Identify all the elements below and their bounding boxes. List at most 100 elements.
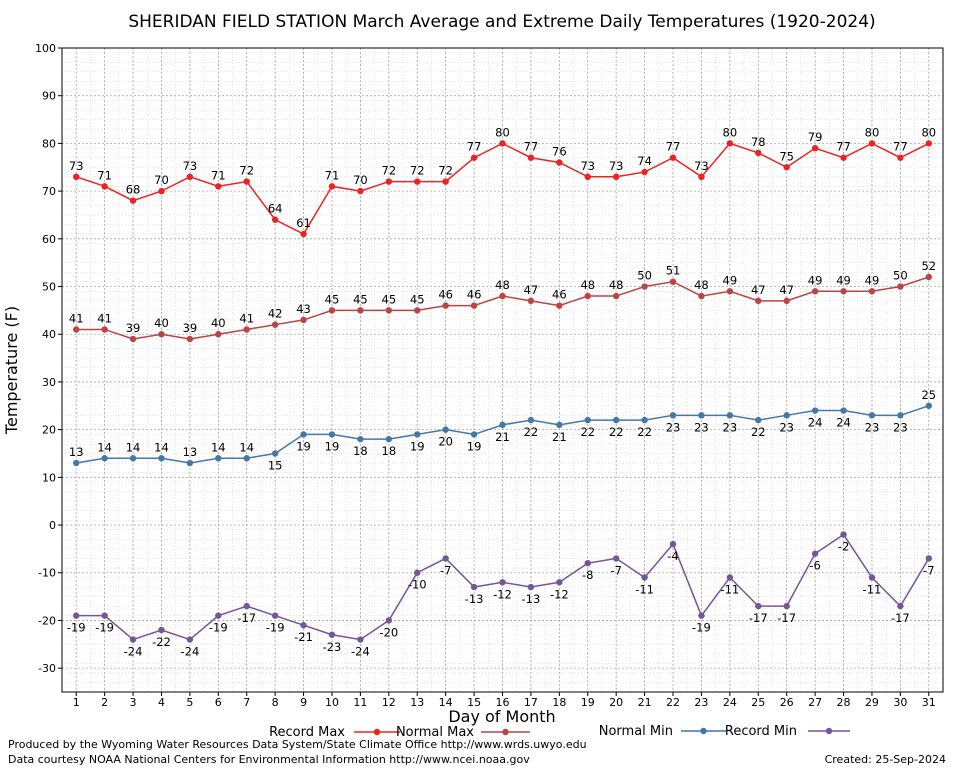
data-label: 22	[637, 425, 652, 439]
data-point	[186, 459, 194, 467]
data-label: 47	[751, 283, 766, 297]
data-point	[243, 602, 250, 610]
data-label: 39	[126, 321, 141, 335]
data-point	[414, 431, 421, 438]
data-point	[925, 140, 932, 147]
data-point	[385, 617, 393, 624]
data-label: 80	[921, 125, 936, 139]
x-axis-label: Day of Month	[448, 707, 555, 726]
data-label: 23	[666, 420, 681, 434]
y-axis-label: Temperature (F)	[2, 306, 21, 435]
data-label: -11	[720, 583, 739, 597]
data-label: 23	[865, 420, 880, 434]
data-label: 39	[183, 321, 198, 335]
data-label: 73	[183, 159, 198, 173]
data-label: -12	[550, 587, 569, 601]
x-tick-label: 8	[272, 696, 279, 709]
data-point	[186, 173, 194, 180]
data-label: 22	[609, 425, 624, 439]
data-label: 23	[893, 420, 908, 434]
data-label: 23	[694, 420, 709, 434]
y-tick-label: 60	[42, 233, 56, 246]
data-label: 61	[296, 216, 311, 230]
data-point	[925, 402, 932, 409]
x-tick-label: 22	[666, 696, 680, 709]
data-label: -12	[493, 587, 512, 601]
data-label: 21	[495, 430, 510, 444]
data-label: 14	[211, 440, 226, 454]
x-tick-label: 14	[439, 696, 453, 709]
data-label: 73	[609, 159, 624, 173]
footer-data-courtesy: Data courtesy NOAA National Centers for …	[8, 753, 530, 766]
data-point	[186, 335, 194, 343]
data-point	[215, 331, 222, 338]
data-point	[783, 297, 790, 305]
data-point	[726, 140, 734, 147]
data-label: 14	[154, 440, 169, 454]
data-point	[101, 183, 108, 190]
data-point	[783, 602, 790, 610]
legend-swatch-marker	[825, 727, 833, 735]
data-point	[641, 283, 648, 290]
data-point	[584, 292, 591, 300]
data-label: 18	[353, 444, 368, 458]
data-point	[556, 579, 563, 586]
data-label: 48	[495, 278, 510, 292]
data-point	[527, 297, 535, 305]
data-label: 73	[580, 159, 595, 173]
data-label: 40	[211, 316, 226, 330]
data-point	[868, 412, 876, 419]
x-tick-label: 4	[158, 696, 165, 709]
data-label: 43	[296, 302, 311, 316]
data-point	[811, 407, 819, 414]
data-point	[755, 416, 762, 424]
data-point	[158, 187, 165, 195]
data-label: -24	[351, 645, 370, 659]
data-label: -19	[266, 621, 285, 635]
data-point	[726, 574, 734, 581]
x-tick-label: 11	[353, 696, 367, 709]
data-point	[811, 288, 819, 295]
data-point	[158, 331, 165, 338]
data-point	[698, 412, 705, 419]
x-tick-label: 28	[837, 696, 851, 709]
data-point	[897, 412, 904, 419]
data-label: 75	[779, 149, 794, 163]
y-tick-label: -20	[38, 614, 56, 627]
data-label: 77	[836, 140, 851, 154]
y-tick-label: 20	[42, 424, 56, 437]
legend-swatch-marker	[502, 728, 509, 736]
data-label: -17	[777, 611, 796, 625]
y-tick-label: 90	[42, 90, 56, 103]
data-point	[73, 612, 80, 619]
data-point	[442, 178, 449, 185]
x-tick-label: 1	[73, 696, 80, 709]
data-point	[811, 550, 819, 557]
data-label: 47	[779, 283, 794, 297]
data-point	[641, 416, 648, 424]
data-point	[925, 273, 932, 281]
data-label: 23	[779, 420, 794, 434]
data-label: -17	[749, 611, 768, 625]
data-label: 80	[723, 125, 738, 139]
legend-label: Record Max	[269, 725, 345, 740]
x-tick-label: 27	[808, 696, 822, 709]
data-point	[215, 612, 222, 619]
data-label: 13	[183, 445, 198, 459]
x-tick-label: 5	[186, 696, 193, 709]
data-point	[442, 302, 449, 309]
data-point	[612, 292, 620, 300]
data-label: 52	[921, 259, 936, 273]
y-tick-label: 30	[42, 376, 56, 389]
data-point	[357, 435, 364, 443]
legend-label: Normal Min	[599, 724, 673, 739]
data-label: 70	[353, 173, 368, 187]
legend-label: Normal Max	[396, 725, 474, 740]
data-point	[300, 316, 307, 324]
data-label: 51	[666, 264, 681, 278]
data-point	[215, 455, 222, 462]
data-label: 46	[552, 288, 567, 302]
data-point	[584, 560, 591, 567]
data-point	[556, 421, 563, 429]
x-tick-label: 6	[215, 696, 222, 709]
